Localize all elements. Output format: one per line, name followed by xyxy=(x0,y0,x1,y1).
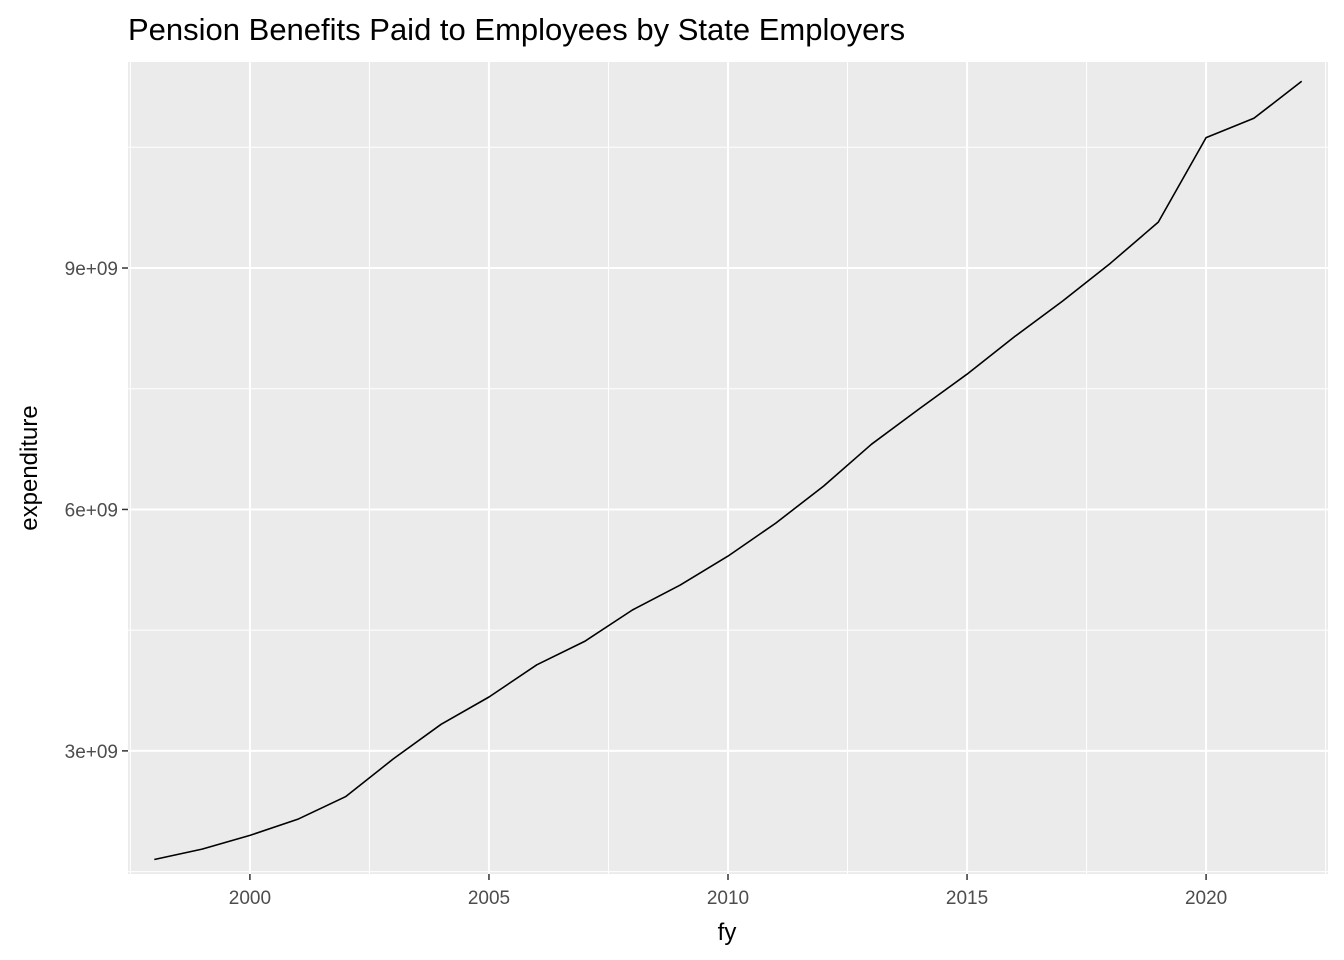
x-tick-label: 2015 xyxy=(946,888,988,909)
x-axis: 2000 2005 2010 2015 2020 xyxy=(229,874,1227,909)
x-tick-label: 2020 xyxy=(1185,888,1227,909)
series-line-0 xyxy=(154,80,1303,861)
y-tick-label: 9e+09 xyxy=(65,259,118,280)
x-tick-label: 2000 xyxy=(229,888,271,909)
y-tick-label: 6e+09 xyxy=(65,500,118,521)
major-gridlines xyxy=(128,62,1328,874)
y-tick-label: 3e+09 xyxy=(65,742,118,763)
chart-title: Pension Benefits Paid to Employees by St… xyxy=(128,12,905,47)
x-tick-label: 2010 xyxy=(707,888,749,909)
x-axis-title: fy xyxy=(718,919,737,946)
series-layer xyxy=(154,80,1303,861)
x-tick-label: 2005 xyxy=(468,888,510,909)
y-axis: 3e+09 6e+09 9e+09 xyxy=(65,259,128,763)
y-axis-title: expenditure xyxy=(16,405,43,530)
